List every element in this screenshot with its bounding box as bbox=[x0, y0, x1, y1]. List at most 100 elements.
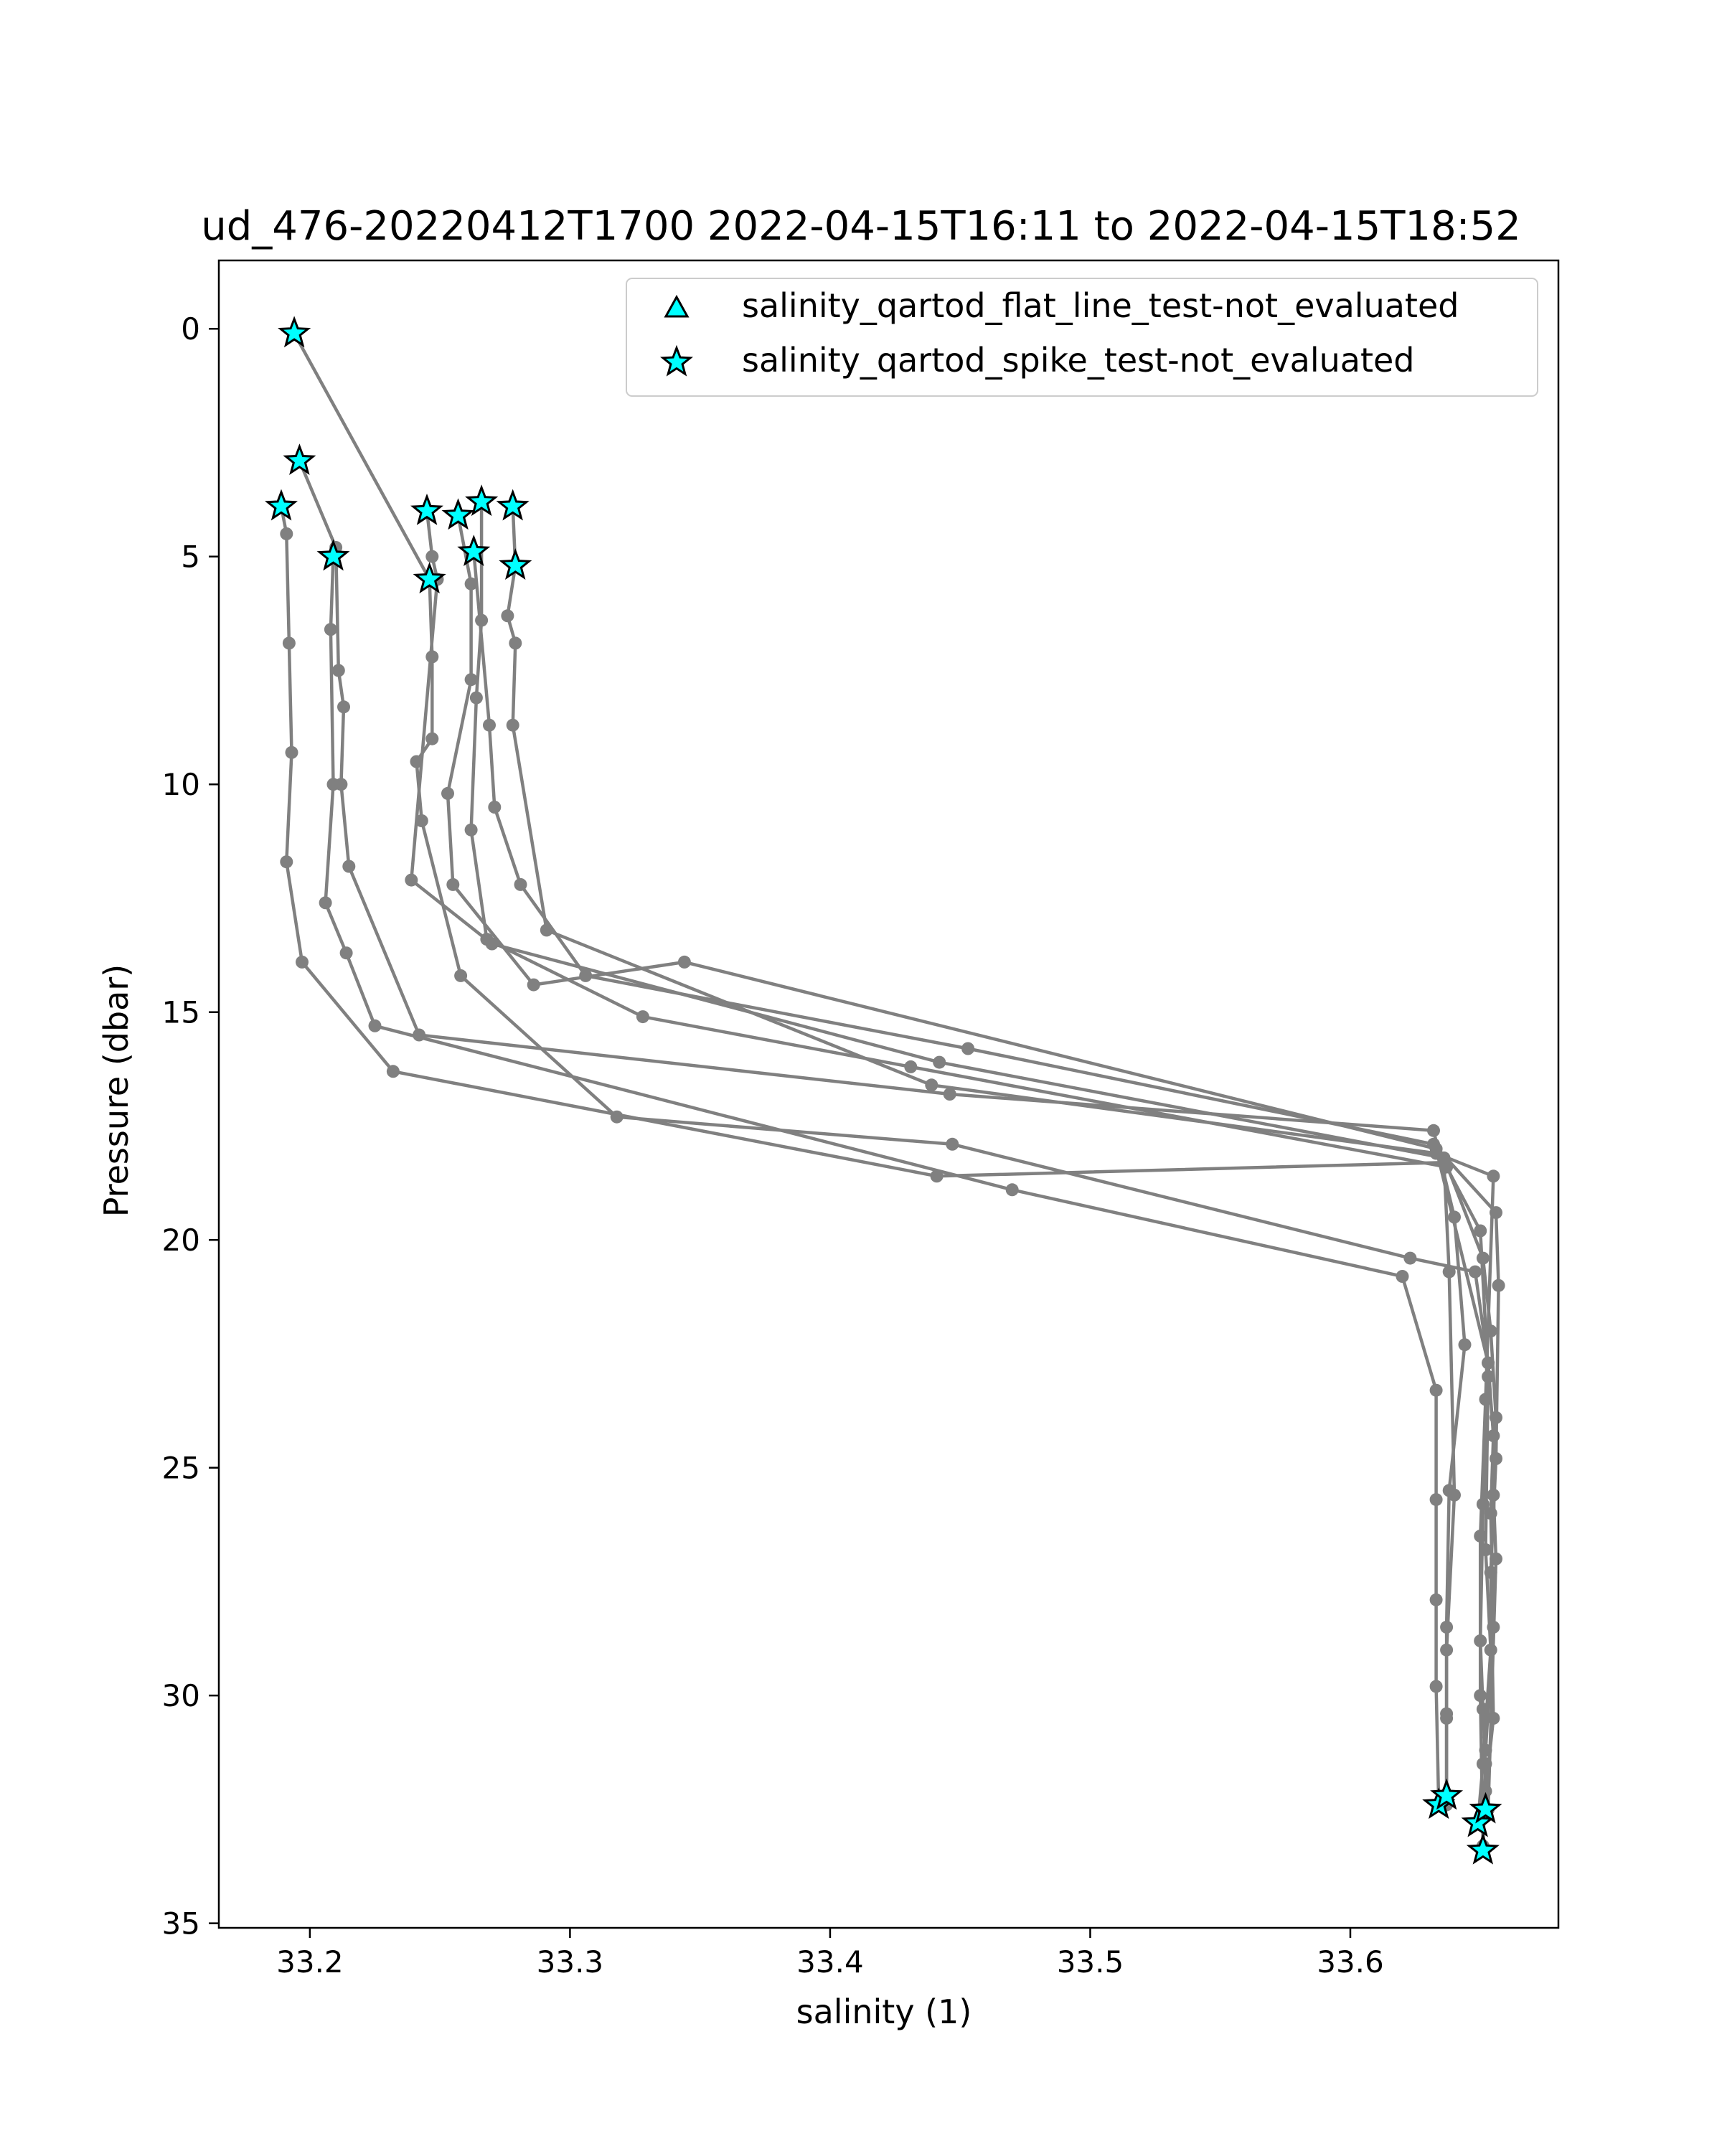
chart-title: ud_476-20220412T1700 2022-04-15T16:11 to… bbox=[201, 203, 1521, 250]
y-tick-label: 0 bbox=[181, 311, 200, 347]
profile-3-point bbox=[285, 745, 298, 759]
profile-4-point bbox=[326, 778, 340, 791]
profile-7-point bbox=[1474, 1224, 1487, 1238]
profile-3-point bbox=[1440, 1707, 1454, 1720]
profile-7-point bbox=[636, 1010, 649, 1024]
profile-2-point bbox=[342, 860, 356, 873]
y-axis-ticks: 0 5 10 15 20 25 30 35 bbox=[162, 311, 219, 1941]
profile-1-point bbox=[1403, 1251, 1417, 1265]
profile-4-point bbox=[319, 896, 332, 910]
x-tick-label: 33.5 bbox=[1057, 1944, 1124, 1980]
profile-7-point bbox=[904, 1060, 918, 1073]
profile-4-point bbox=[1396, 1270, 1409, 1283]
spike-test-star-marker bbox=[1466, 1832, 1500, 1865]
x-tick-label: 33.2 bbox=[276, 1944, 344, 1980]
spike-test-star-marker bbox=[413, 562, 446, 594]
legend: salinity_qartod_flat_line_test-not_evalu… bbox=[626, 278, 1538, 397]
profile-8-point bbox=[1484, 1566, 1497, 1579]
profile-3-point bbox=[1448, 1488, 1461, 1502]
y-tick-label: 10 bbox=[162, 767, 200, 802]
profile-2-point bbox=[943, 1088, 956, 1101]
spike-test-star-marker bbox=[278, 316, 311, 348]
spike-test-star-marker bbox=[264, 489, 298, 521]
spike-test-star-marker bbox=[441, 498, 475, 530]
profile-7-point bbox=[469, 691, 483, 705]
spike-test-star-marker bbox=[499, 548, 532, 580]
profile-8-point bbox=[579, 969, 593, 982]
x-tick-label: 33.4 bbox=[796, 1944, 864, 1980]
profile-6-point bbox=[527, 978, 540, 992]
profile-9-point bbox=[540, 923, 553, 937]
profile-7-point bbox=[480, 933, 494, 946]
profile-2-point bbox=[1458, 1338, 1472, 1352]
profile-8-point bbox=[488, 801, 502, 814]
profile-3-point bbox=[1440, 1643, 1454, 1657]
spike-test-star-marker bbox=[1430, 1778, 1464, 1810]
y-axis-label: Pressure (dbar) bbox=[97, 964, 136, 1217]
profile-2-point bbox=[1427, 1124, 1440, 1137]
spike-test-star-marker bbox=[283, 443, 316, 476]
y-tick-label: 25 bbox=[162, 1451, 200, 1486]
profile-7-point bbox=[464, 823, 478, 837]
profile-8-point bbox=[1490, 1452, 1502, 1465]
profiles-layer bbox=[275, 326, 1505, 1858]
profile-9-point bbox=[925, 1078, 938, 1092]
spike-test-star-marker bbox=[1469, 1792, 1502, 1824]
profile-3-point bbox=[1442, 1265, 1456, 1279]
x-tick-label: 33.6 bbox=[1317, 1944, 1384, 1980]
spike-test-star-marker bbox=[465, 484, 499, 517]
profile-9-point bbox=[1487, 1169, 1500, 1183]
profile-8-point bbox=[514, 877, 527, 891]
profile-4-point bbox=[1005, 1183, 1019, 1197]
profile-9-point bbox=[506, 718, 519, 732]
spike-test-star-marker bbox=[410, 493, 444, 525]
profile-8-point bbox=[1492, 1279, 1505, 1292]
legend-star-icon bbox=[659, 344, 694, 377]
profile-2-point bbox=[337, 700, 350, 714]
spike-test-star-marker bbox=[457, 535, 491, 567]
profile-3-point bbox=[296, 955, 309, 969]
profile-4-point bbox=[1429, 1680, 1443, 1693]
profile-9-point bbox=[1429, 1147, 1443, 1160]
profile-1-point bbox=[425, 732, 439, 745]
legend-box bbox=[626, 278, 1538, 397]
profile-5-point bbox=[425, 550, 439, 563]
profile-line-3 bbox=[279, 506, 1457, 1805]
profile-7-point bbox=[1479, 1543, 1492, 1556]
profile-9-point bbox=[1479, 1393, 1492, 1406]
profile-9-point bbox=[509, 636, 522, 650]
profile-9-point bbox=[1474, 1689, 1487, 1703]
y-tick-label: 5 bbox=[181, 540, 200, 575]
plot-area-frame bbox=[217, 259, 1560, 1929]
profile-1-point bbox=[946, 1137, 959, 1151]
profile-1-point bbox=[454, 969, 468, 982]
profile-3-point bbox=[930, 1169, 944, 1183]
x-tick-label: 33.3 bbox=[537, 1944, 604, 1980]
profile-5-point bbox=[405, 873, 418, 887]
profile-6-point bbox=[677, 955, 691, 969]
profile-3-point bbox=[280, 855, 293, 869]
legend-label-spike: salinity_qartod_spike_test-not_evaluated bbox=[742, 341, 1414, 380]
y-tick-label: 15 bbox=[162, 995, 200, 1030]
profile-3-point bbox=[282, 636, 296, 650]
y-tick-label: 20 bbox=[162, 1223, 200, 1258]
legend-label-flat-line: salinity_qartod_flat_line_test-not_evalu… bbox=[742, 286, 1459, 325]
profile-4-point bbox=[368, 1019, 382, 1032]
x-axis-ticks: 33.2 33.3 33.4 33.5 33.6 bbox=[276, 1928, 1384, 1980]
profile-4-point bbox=[1429, 1383, 1443, 1397]
profile-4-point bbox=[324, 623, 337, 636]
legend-triangle-icon bbox=[664, 294, 690, 318]
spike-test-star-marker bbox=[496, 489, 530, 521]
profile-3-point bbox=[386, 1065, 400, 1078]
profile-9-point bbox=[501, 609, 514, 623]
profile-2-point bbox=[331, 664, 345, 677]
profile-4-point bbox=[339, 946, 353, 960]
profile-6-point bbox=[464, 673, 478, 687]
profile-8-point bbox=[961, 1042, 975, 1055]
y-tick-label: 35 bbox=[162, 1906, 200, 1941]
profile-6-point bbox=[446, 877, 460, 891]
y-tick-label: 30 bbox=[162, 1678, 200, 1713]
profile-1-point bbox=[415, 814, 428, 827]
